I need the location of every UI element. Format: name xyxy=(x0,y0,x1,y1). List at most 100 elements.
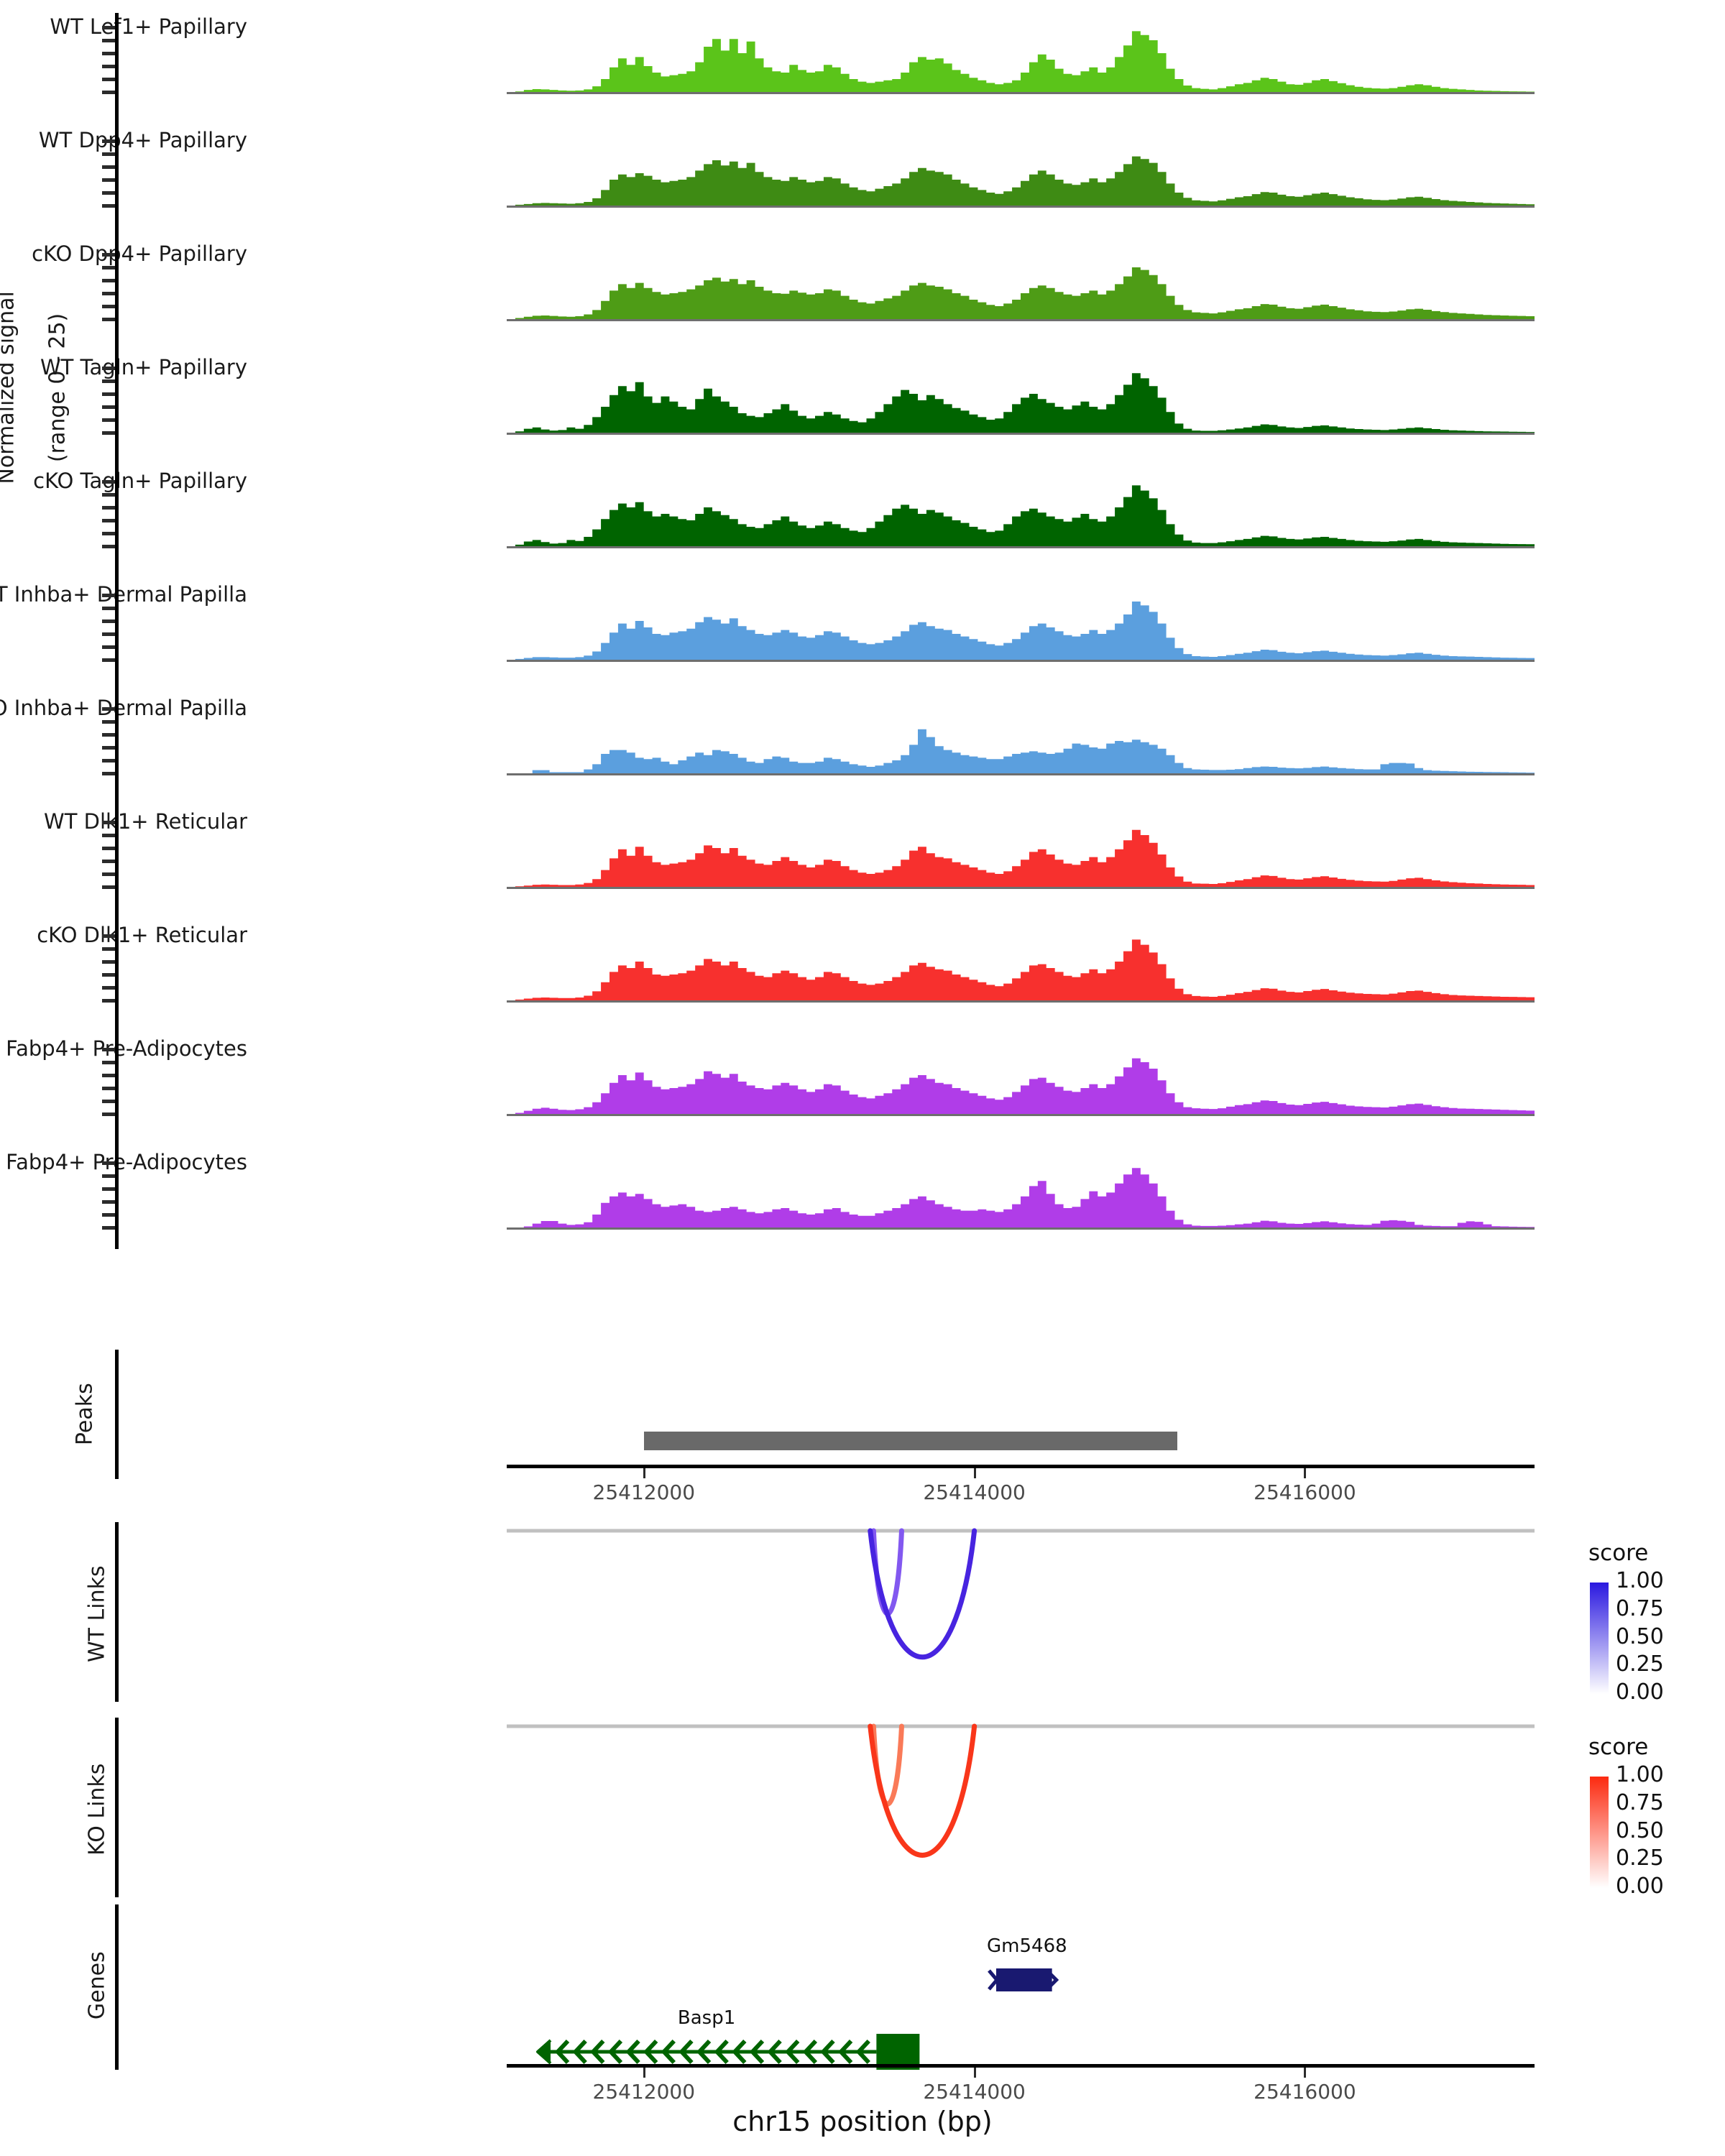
genes-x-axis-line xyxy=(507,2064,1535,2068)
y-axis-tick xyxy=(102,152,115,156)
y-axis-tick xyxy=(102,1161,115,1165)
peaks-x-axis-tick-label: 25414000 xyxy=(923,1480,1026,1504)
y-axis-tick xyxy=(102,91,115,94)
legend-tick-label: 0.25 xyxy=(1616,1846,1664,1871)
y-axis-tick xyxy=(102,1061,115,1064)
genes-track: Gm5468 Basp1 xyxy=(0,1904,1725,2070)
genes-x-axis-tick-label: 25412000 xyxy=(592,2080,696,2104)
y-axis-tick xyxy=(102,1174,115,1178)
peaks-x-axis-tick-mark xyxy=(643,1468,645,1478)
y-axis-tick xyxy=(102,1074,115,1077)
y-axis-tick xyxy=(102,1112,115,1116)
y-axis-tick xyxy=(102,632,115,636)
coverage-baseline xyxy=(507,433,1535,435)
gene-glyph-basp1[interactable] xyxy=(522,2027,934,2077)
coverage-area-10 xyxy=(507,1168,1535,1227)
y-axis-tick xyxy=(102,532,115,535)
y-axis-tick xyxy=(102,1048,115,1051)
legend-tick-label: 1.00 xyxy=(1616,1762,1664,1787)
ko-links-track xyxy=(507,1718,1535,1897)
y-axis-tick xyxy=(102,392,115,396)
coverage-baseline xyxy=(507,773,1535,775)
y-axis-tick xyxy=(102,746,115,750)
ko-links-section-label: KO Links xyxy=(84,1763,110,1856)
y-axis-tick xyxy=(102,1187,115,1191)
coverage-track-label: WT Fabp4+ Pre-Adipocytes xyxy=(0,1036,247,1061)
y-axis-tick xyxy=(102,165,115,169)
y-axis-tick xyxy=(102,52,115,55)
legend-tick-label: 0.00 xyxy=(1616,1680,1664,1705)
coverage-track-label: WT Dpp4+ Papillary xyxy=(38,128,247,152)
y-axis-tick xyxy=(102,178,115,182)
y-axis-tick xyxy=(102,645,115,649)
coverage-baseline xyxy=(507,1227,1535,1230)
coverage-area-4 xyxy=(507,485,1535,546)
coverage-track-label: cKO Dpp4+ Papillary xyxy=(32,241,247,266)
y-axis-tick xyxy=(102,519,115,522)
coverage-baseline xyxy=(507,1114,1535,1116)
coverage-baseline xyxy=(507,1000,1535,1003)
coverage-baseline xyxy=(507,92,1535,94)
gene-name-label: Basp1 xyxy=(677,2007,736,2029)
y-axis-tick xyxy=(102,960,115,964)
gene-glyph-gm5468[interactable] xyxy=(973,1955,1067,2005)
y-axis-tick xyxy=(102,39,115,42)
coverage-area-9 xyxy=(507,1058,1535,1114)
x-axis-title: chr15 position (bp) xyxy=(732,2106,993,2137)
legend-tick-label: 0.00 xyxy=(1616,1874,1664,1899)
coverage-baseline xyxy=(507,319,1535,321)
genes-x-axis-tick-mark xyxy=(973,2068,976,2078)
peaks-track xyxy=(0,1344,1725,1488)
y-axis-tick xyxy=(102,934,115,938)
y-axis-tick xyxy=(102,480,115,484)
legend-tick-label: 0.50 xyxy=(1616,1623,1664,1649)
y-axis-tick xyxy=(102,947,115,951)
y-axis-tick xyxy=(102,26,115,29)
y-axis-tick xyxy=(102,860,115,863)
coverage-area-8 xyxy=(507,939,1535,1000)
y-axis-tick xyxy=(102,821,115,824)
ko-links-arcs xyxy=(507,1723,1535,1858)
wt-links-legend-ticks: 1.00 0.75 0.50 0.25 0.00 xyxy=(1616,1568,1724,1705)
y-axis-tick xyxy=(102,619,115,623)
y-axis-tick xyxy=(102,1200,115,1204)
y-axis-tick xyxy=(102,1100,115,1103)
y-axis-tick xyxy=(102,379,115,383)
y-axis-tick xyxy=(102,872,115,876)
coverage-baseline xyxy=(507,206,1535,208)
genes-x-axis-tick-mark xyxy=(1304,2068,1307,2078)
y-axis-tick xyxy=(102,545,115,548)
y-axis-tick xyxy=(102,305,115,308)
y-axis-tick xyxy=(102,847,115,850)
peaks-x-axis-line xyxy=(507,1465,1535,1468)
peaks-axis-bar xyxy=(115,1350,119,1479)
y-axis-tick xyxy=(102,607,115,610)
y-axis-tick xyxy=(102,279,115,282)
y-axis-tick xyxy=(102,834,115,837)
ko-links-legend-ticks: 1.00 0.75 0.50 0.25 0.00 xyxy=(1616,1762,1724,1899)
y-axis-tick xyxy=(102,253,115,257)
y-axis-tick xyxy=(102,318,115,321)
coverage-track-label: WT Dlk1+ Reticular xyxy=(44,809,247,834)
y-axis-tick xyxy=(102,204,115,208)
coverage-track-label: WT Lef1+ Papillary xyxy=(50,14,247,39)
coverage-panel: WT Lef1+ Papillary WT Dpp4+ Papillary cKO … xyxy=(0,13,1535,1249)
y-axis-tick xyxy=(102,733,115,737)
y-axis-tick xyxy=(102,431,115,435)
y-axis-tick xyxy=(102,973,115,977)
coverage-area-2 xyxy=(507,267,1535,319)
genes-axis-bar xyxy=(115,1904,119,2070)
coverage-track-label: cKO Tagln+ Papillary xyxy=(33,469,247,493)
y-axis-tick xyxy=(102,1087,115,1090)
ko-links-axis-bar xyxy=(115,1718,119,1897)
coverage-track-label: cKO Dlk1+ Reticular xyxy=(37,923,247,947)
coverage-area-5 xyxy=(507,602,1535,660)
coverage-track-label: WT Inhba+ Dermal Papilla xyxy=(0,582,247,607)
y-axis-tick xyxy=(102,266,115,270)
y-axis-tick xyxy=(102,594,115,597)
coverage-area-0 xyxy=(507,31,1535,92)
genes-x-ticks: 25412000 25414000 25416000 xyxy=(0,2064,1725,2114)
wt-links-axis-bar xyxy=(115,1522,119,1702)
legend-tick-label: 0.75 xyxy=(1616,1595,1664,1621)
